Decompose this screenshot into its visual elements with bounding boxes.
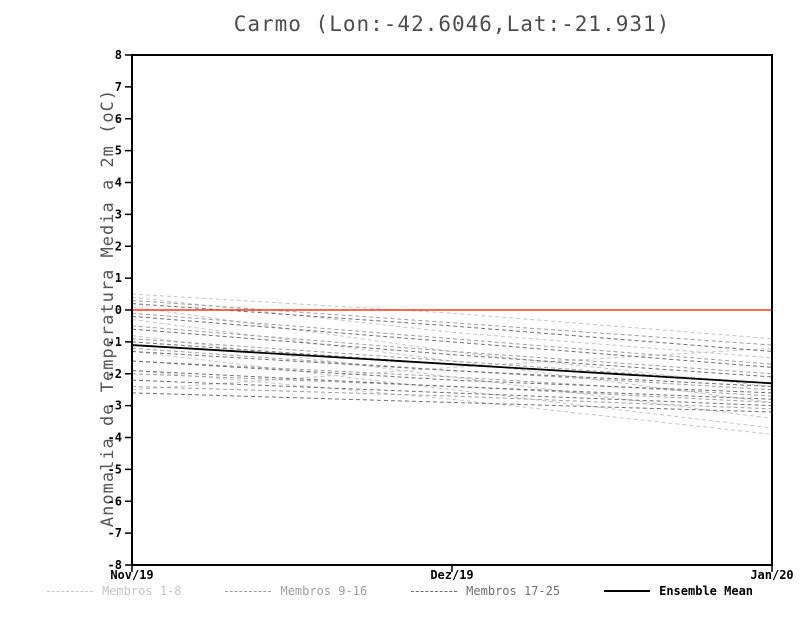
legend-line-sample <box>225 590 272 592</box>
legend-line-sample <box>46 590 93 592</box>
member-line <box>131 338 773 384</box>
member-line <box>131 373 773 403</box>
y-tick-label: 4 <box>115 176 122 190</box>
member-line <box>131 306 773 387</box>
legend-line-sample <box>604 590 651 592</box>
legend-label: Ensemble Mean <box>659 584 754 598</box>
ensemble-mean-line <box>131 344 773 385</box>
legend-label: Membros 17-25 <box>466 584 561 598</box>
y-tick-label: -8 <box>108 558 122 572</box>
member-line <box>131 350 773 387</box>
member-line <box>131 303 773 352</box>
member-line <box>131 328 773 378</box>
y-tick-label: 0 <box>115 303 122 317</box>
member-line <box>131 325 773 375</box>
legend-item: Membros 9-16 <box>225 584 367 598</box>
y-tick-label: -4 <box>108 431 122 445</box>
y-tick-label: -1 <box>108 335 122 349</box>
y-tick-label: -3 <box>108 399 122 413</box>
x-tick-label: Dez/19 <box>430 568 473 582</box>
x-tick-label: Jan/20 <box>750 568 793 582</box>
member-line <box>131 347 773 391</box>
y-tick-label: -7 <box>108 526 122 540</box>
y-tick-label: 8 <box>115 48 122 62</box>
y-tick-label: 1 <box>115 271 122 285</box>
member-line <box>131 386 773 410</box>
y-tick-label: -6 <box>108 494 122 508</box>
legend-line-sample <box>411 590 458 592</box>
legend-label: Membros 9-16 <box>280 584 368 598</box>
member-line <box>131 370 773 435</box>
member-line <box>131 360 773 394</box>
legend: Membros 1-8 Membros 9-16 Membros 17-25 Ense… <box>0 584 800 598</box>
chart-title: Carmo (Lon:-42.6046,Lat:-21.931) <box>233 12 671 36</box>
member-line <box>131 392 773 413</box>
x-tick-label: Nov/19 <box>110 568 153 582</box>
legend-item: Membros 17-25 <box>411 584 560 598</box>
y-tick-label: 7 <box>115 80 122 94</box>
legend-item: Ensemble Mean <box>604 584 753 598</box>
legend-label: Membros 1-8 <box>101 584 182 598</box>
member-line <box>131 379 773 407</box>
y-tick-label: -2 <box>108 367 122 381</box>
y-tick-label: 2 <box>115 239 122 253</box>
member-line <box>131 360 773 397</box>
member-line <box>131 347 773 391</box>
member-line <box>131 299 773 346</box>
legend-item: Membros 1-8 <box>46 584 182 598</box>
member-line <box>131 293 773 340</box>
y-tick-label: -5 <box>108 462 122 476</box>
member-line <box>131 350 773 429</box>
y-tick-label: 5 <box>115 144 122 158</box>
y-tick-label: 6 <box>115 112 122 126</box>
y-tick-label: 3 <box>115 207 122 221</box>
member-line <box>131 370 773 400</box>
member-line <box>131 296 773 359</box>
member-line <box>131 319 773 403</box>
member-line <box>131 312 773 365</box>
member-line <box>131 315 773 368</box>
